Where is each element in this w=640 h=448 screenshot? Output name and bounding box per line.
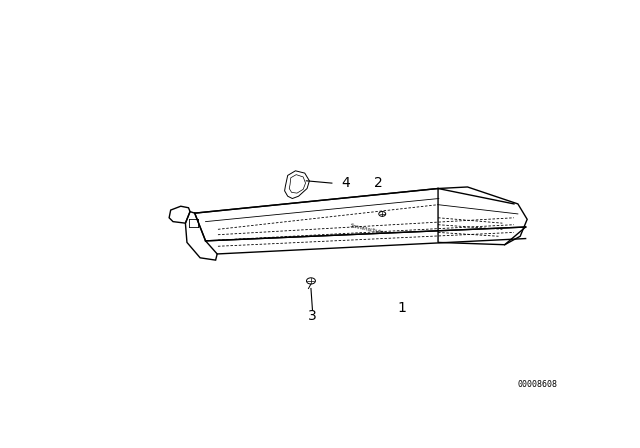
Text: 2: 2 [374, 176, 383, 190]
Text: 4: 4 [342, 176, 351, 190]
Text: 00008608: 00008608 [517, 380, 557, 389]
Text: Sonnenschutz: Sonnenschutz [349, 223, 384, 235]
Text: 3: 3 [308, 309, 317, 323]
Text: 1: 1 [397, 301, 406, 315]
